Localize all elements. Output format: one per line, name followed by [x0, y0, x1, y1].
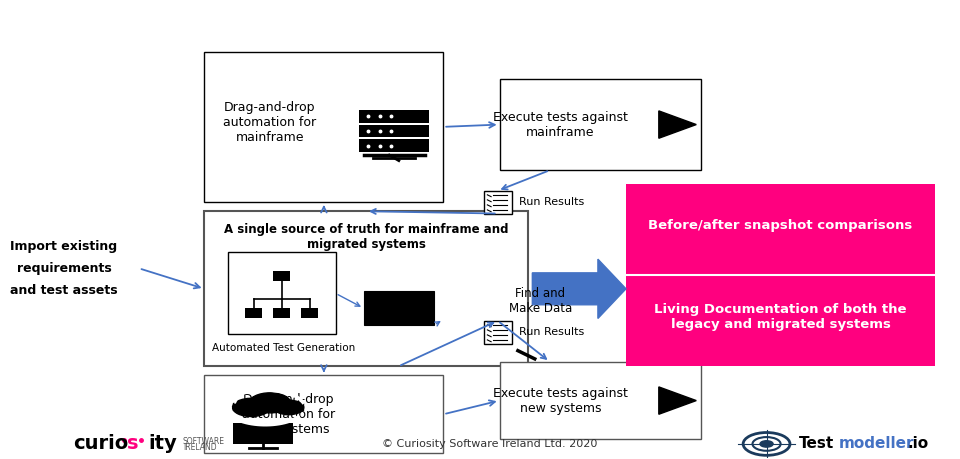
Text: Automated Test Generation: Automated Test Generation: [212, 343, 355, 353]
FancyBboxPatch shape: [499, 362, 701, 439]
Ellipse shape: [444, 305, 494, 317]
FancyBboxPatch shape: [359, 110, 429, 123]
FancyBboxPatch shape: [204, 51, 444, 202]
Text: IRELAND: IRELAND: [182, 443, 217, 452]
Text: SOFTWARE: SOFTWARE: [182, 437, 225, 446]
Polygon shape: [533, 259, 626, 319]
FancyBboxPatch shape: [484, 321, 512, 343]
FancyBboxPatch shape: [387, 291, 411, 302]
Text: Run Results: Run Results: [519, 197, 585, 207]
FancyBboxPatch shape: [411, 291, 434, 302]
Text: Run Results: Run Results: [519, 327, 585, 337]
FancyBboxPatch shape: [232, 423, 294, 444]
FancyBboxPatch shape: [626, 275, 935, 366]
FancyBboxPatch shape: [364, 291, 387, 302]
FancyBboxPatch shape: [484, 191, 512, 213]
FancyBboxPatch shape: [359, 124, 429, 137]
Text: © Curiosity Software Ireland Ltd. 2020: © Curiosity Software Ireland Ltd. 2020: [382, 439, 598, 449]
FancyBboxPatch shape: [364, 314, 387, 325]
FancyBboxPatch shape: [499, 79, 701, 170]
FancyBboxPatch shape: [359, 139, 429, 152]
Text: A single source of truth for mainframe and
migrated systems: A single source of truth for mainframe a…: [224, 223, 508, 251]
Circle shape: [250, 393, 291, 413]
FancyBboxPatch shape: [274, 270, 290, 280]
FancyBboxPatch shape: [387, 302, 411, 314]
Circle shape: [232, 398, 270, 417]
Text: s: s: [127, 434, 138, 453]
Text: Find and
Make Data: Find and Make Data: [509, 287, 572, 315]
Polygon shape: [659, 111, 696, 138]
FancyBboxPatch shape: [274, 308, 290, 318]
Text: Before/after snapshot comparisons: Before/after snapshot comparisons: [648, 219, 913, 232]
Text: .io: .io: [907, 437, 928, 451]
Circle shape: [274, 400, 303, 415]
Text: Test: Test: [800, 437, 834, 451]
Text: Living Documentation of both the
legacy and migrated systems: Living Documentation of both the legacy …: [655, 303, 907, 331]
Ellipse shape: [444, 336, 494, 347]
FancyBboxPatch shape: [204, 375, 444, 453]
Text: modeller: modeller: [839, 437, 914, 451]
Text: Drag-and-drop
automation for
mainframe: Drag-and-drop automation for mainframe: [224, 101, 317, 144]
Text: Execute tests against
mainframe: Execute tests against mainframe: [493, 111, 628, 139]
FancyBboxPatch shape: [364, 302, 387, 314]
Text: Drag-and-drop
automation for
new systems: Drag-and-drop automation for new systems: [242, 393, 335, 436]
FancyBboxPatch shape: [228, 252, 336, 335]
Polygon shape: [659, 387, 696, 414]
Text: Import existing
requirements
and test assets: Import existing requirements and test as…: [10, 240, 118, 297]
FancyBboxPatch shape: [626, 184, 935, 275]
FancyBboxPatch shape: [301, 308, 319, 318]
FancyBboxPatch shape: [245, 308, 262, 318]
Text: ity: ity: [148, 434, 177, 453]
FancyBboxPatch shape: [204, 211, 528, 366]
FancyBboxPatch shape: [411, 302, 434, 314]
FancyBboxPatch shape: [411, 314, 434, 325]
FancyBboxPatch shape: [387, 314, 411, 325]
Bar: [444, 311, 494, 341]
Text: curio: curio: [73, 434, 129, 453]
Circle shape: [760, 441, 773, 447]
Text: Execute tests against
new systems: Execute tests against new systems: [493, 386, 628, 414]
